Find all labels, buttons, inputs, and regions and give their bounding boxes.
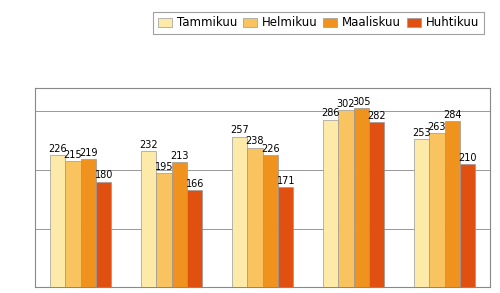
Bar (414, 139, 429, 287)
Text: 253: 253 (412, 128, 430, 138)
Bar (262, 155, 278, 287)
Text: 284: 284 (443, 110, 462, 120)
Bar (50, 155, 65, 287)
Bar (247, 148, 262, 287)
Text: 215: 215 (64, 150, 82, 160)
Text: 219: 219 (79, 148, 98, 158)
Bar (278, 187, 293, 287)
Bar (322, 120, 338, 287)
Bar (444, 121, 460, 287)
Text: 263: 263 (428, 122, 446, 132)
Bar (187, 190, 202, 287)
Text: 302: 302 (336, 99, 355, 109)
Text: 180: 180 (94, 171, 113, 180)
Bar (338, 110, 353, 287)
Bar (65, 161, 80, 287)
Text: 286: 286 (321, 108, 340, 118)
Bar (429, 133, 444, 287)
Bar (80, 159, 96, 287)
Text: 210: 210 (458, 153, 477, 163)
Text: 166: 166 (186, 179, 204, 189)
Text: 282: 282 (368, 111, 386, 121)
Bar (140, 151, 156, 287)
Bar (96, 182, 112, 287)
Text: 238: 238 (246, 137, 264, 146)
Bar (172, 162, 187, 287)
Text: 195: 195 (154, 162, 173, 172)
Bar (156, 173, 172, 287)
Text: 226: 226 (261, 144, 280, 154)
Text: 257: 257 (230, 125, 248, 135)
Text: 171: 171 (276, 176, 295, 186)
Bar (232, 137, 247, 287)
Bar (354, 108, 369, 287)
Bar (369, 122, 384, 287)
Text: 226: 226 (48, 144, 66, 154)
Text: 305: 305 (352, 97, 370, 107)
Text: 213: 213 (170, 151, 188, 161)
Bar (460, 164, 475, 287)
Text: 232: 232 (139, 140, 158, 150)
Legend: Tammikuu, Helmikuu, Maaliskuu, Huhtikuu: Tammikuu, Helmikuu, Maaliskuu, Huhtikuu (153, 12, 484, 34)
